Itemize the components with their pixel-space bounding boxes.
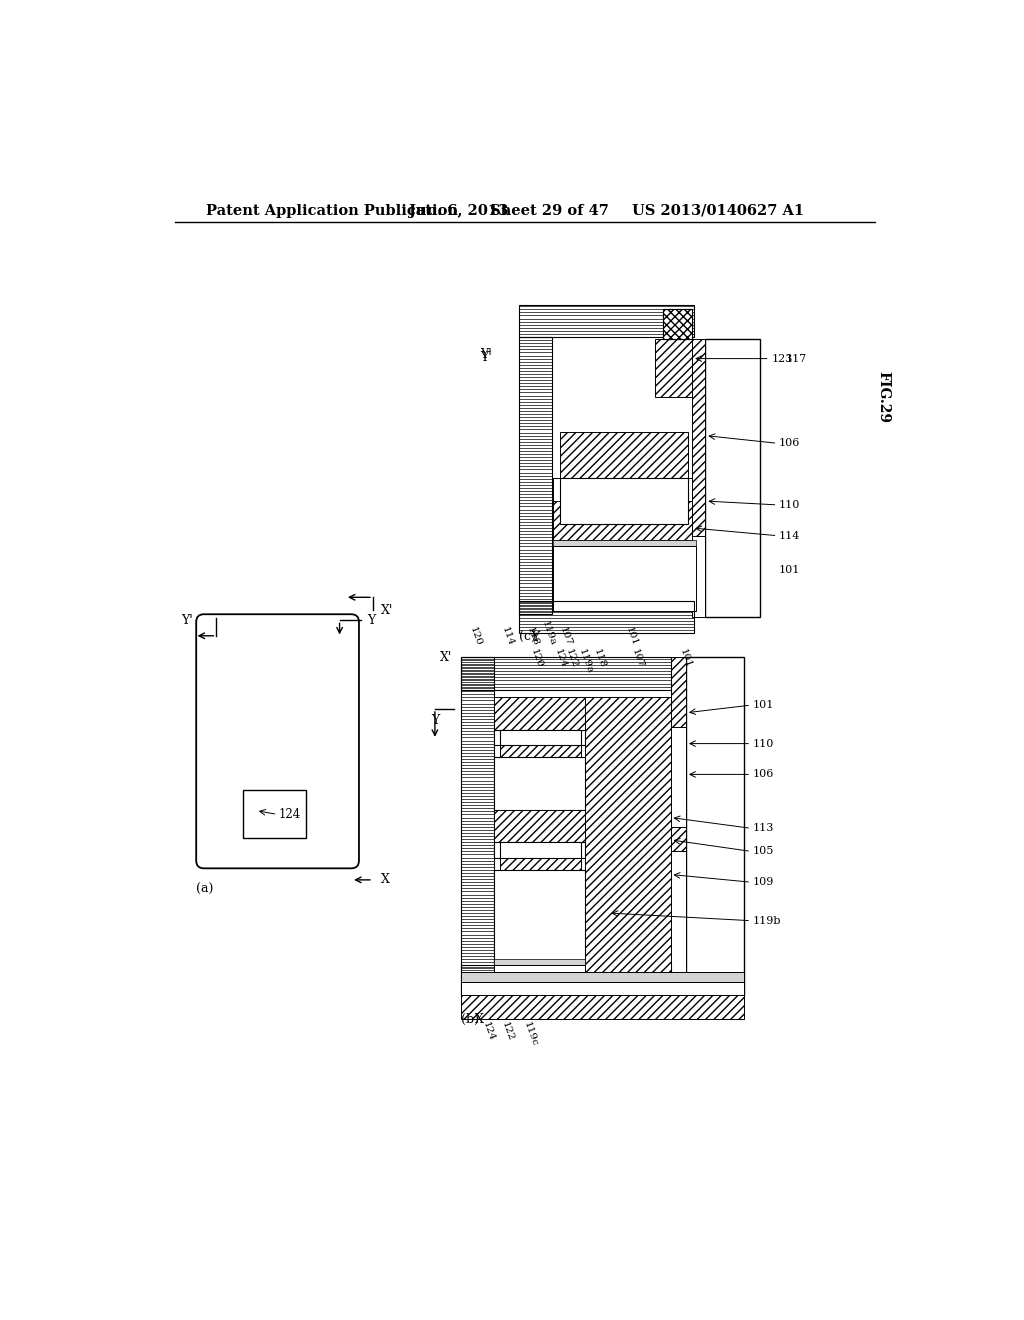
Text: 101: 101: [779, 565, 801, 576]
Text: 123: 123: [771, 354, 793, 363]
Bar: [494, 697, 586, 730]
Text: 117: 117: [785, 354, 807, 363]
Bar: [553, 545, 696, 611]
Text: 114: 114: [779, 531, 801, 541]
Bar: [500, 858, 582, 870]
Bar: [461, 995, 744, 1019]
Text: Y: Y: [431, 714, 439, 727]
Bar: [553, 478, 692, 502]
Text: X: X: [381, 874, 389, 887]
Text: X': X': [381, 603, 393, 616]
Bar: [461, 657, 494, 997]
Text: Y': Y': [480, 351, 492, 363]
Text: Y': Y': [480, 348, 492, 362]
Text: 101: 101: [753, 700, 774, 710]
Text: 118: 118: [525, 626, 541, 647]
Bar: [553, 502, 692, 540]
Bar: [671, 657, 686, 726]
Text: 122: 122: [500, 1020, 515, 1043]
Text: 119b: 119b: [753, 916, 781, 925]
Bar: [494, 810, 586, 842]
Text: (b): (b): [461, 1012, 479, 1026]
Text: 105: 105: [753, 846, 774, 857]
Text: Y': Y': [181, 614, 193, 627]
Bar: [519, 601, 693, 634]
Text: 109: 109: [753, 878, 774, 887]
Bar: [243, 789, 306, 838]
Text: 124: 124: [280, 808, 301, 821]
Bar: [560, 432, 688, 478]
Text: 119a: 119a: [577, 647, 594, 675]
Bar: [500, 744, 582, 758]
Bar: [692, 339, 706, 536]
Bar: [655, 339, 692, 397]
Text: 101: 101: [678, 647, 693, 669]
Text: 120: 120: [528, 647, 544, 669]
Bar: [500, 842, 582, 858]
Text: 122: 122: [563, 647, 579, 669]
Bar: [519, 337, 552, 614]
Text: 118: 118: [592, 647, 607, 669]
Text: X: X: [475, 1012, 484, 1026]
Text: Jun. 6, 2013: Jun. 6, 2013: [409, 203, 508, 218]
Text: 124: 124: [480, 1020, 496, 1043]
Bar: [461, 657, 671, 689]
Bar: [494, 758, 586, 810]
Text: 107: 107: [557, 626, 572, 647]
Bar: [671, 826, 686, 851]
Bar: [663, 309, 692, 339]
Bar: [706, 339, 760, 616]
Bar: [586, 697, 671, 994]
Text: Sheet 29 of 47: Sheet 29 of 47: [489, 203, 609, 218]
Bar: [560, 478, 688, 524]
Text: 110: 110: [753, 739, 774, 748]
Bar: [494, 842, 586, 858]
Text: (c): (c): [519, 631, 537, 644]
Text: 119c: 119c: [522, 1020, 540, 1048]
Text: 106: 106: [779, 438, 801, 449]
Bar: [692, 536, 706, 616]
Bar: [553, 540, 696, 545]
Bar: [461, 982, 744, 995]
Bar: [461, 973, 744, 982]
Text: 120: 120: [468, 626, 483, 647]
Text: Y: Y: [531, 631, 540, 644]
Text: Patent Application Publication: Patent Application Publication: [206, 203, 458, 218]
Text: FIG.29: FIG.29: [877, 371, 891, 424]
Bar: [494, 965, 586, 995]
Bar: [671, 657, 686, 826]
Bar: [500, 730, 582, 744]
Bar: [494, 870, 586, 965]
Text: 119a: 119a: [540, 620, 557, 647]
Text: 124: 124: [553, 647, 568, 669]
Text: 107: 107: [631, 647, 645, 669]
Text: (a): (a): [197, 883, 214, 896]
Bar: [519, 305, 693, 337]
Bar: [461, 965, 671, 995]
Bar: [686, 657, 744, 997]
Text: X': X': [439, 651, 452, 664]
Bar: [663, 309, 692, 339]
Text: 110: 110: [779, 500, 801, 510]
Bar: [494, 730, 586, 744]
Text: US 2013/0140627 A1: US 2013/0140627 A1: [632, 203, 804, 218]
Bar: [671, 851, 686, 997]
Text: Y: Y: [367, 614, 375, 627]
Text: 114: 114: [500, 626, 515, 647]
FancyBboxPatch shape: [197, 614, 359, 869]
Text: 101: 101: [624, 626, 639, 647]
Text: 113: 113: [753, 824, 774, 833]
Bar: [494, 960, 586, 965]
Text: 106: 106: [753, 770, 774, 779]
